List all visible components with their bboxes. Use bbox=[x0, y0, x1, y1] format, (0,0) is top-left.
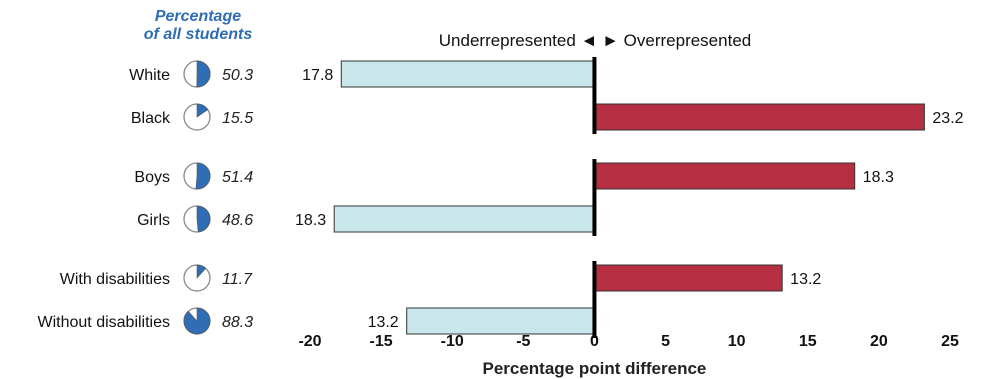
bar-value-label: 18.3 bbox=[863, 169, 894, 186]
difference-bar bbox=[593, 264, 783, 292]
category-label: Girls bbox=[137, 212, 170, 229]
share-value: 11.7 bbox=[222, 271, 253, 288]
difference-bar bbox=[333, 205, 595, 233]
direction-header: Underrepresented ◄ ► Overrepresented bbox=[380, 31, 810, 51]
bar-value-label: 13.2 bbox=[790, 271, 821, 288]
share-value: 51.4 bbox=[222, 169, 253, 186]
category-label: Without disabilities bbox=[38, 314, 171, 331]
category-label: Boys bbox=[134, 169, 170, 186]
share-value: 48.6 bbox=[222, 212, 253, 229]
left-arrow-icon: ◄ bbox=[580, 31, 598, 50]
share-value: 50.3 bbox=[222, 67, 253, 84]
x-tick-label: -10 bbox=[441, 333, 464, 350]
share-header-line-1: Percentage bbox=[154, 8, 242, 25]
bar-value-label: 17.8 bbox=[302, 67, 333, 84]
x-tick-label: 0 bbox=[590, 333, 599, 350]
x-tick-label: 10 bbox=[728, 333, 746, 350]
difference-bar bbox=[406, 307, 595, 335]
bar-value-label: 13.2 bbox=[368, 314, 399, 331]
bar-value-label: 18.3 bbox=[295, 212, 326, 229]
category-label: White bbox=[129, 67, 170, 84]
share-value: 15.5 bbox=[222, 110, 253, 127]
share-value: 88.3 bbox=[222, 314, 253, 331]
x-axis-title: Percentage point difference bbox=[482, 359, 706, 378]
x-tick-label: 25 bbox=[941, 333, 959, 350]
difference-bar bbox=[340, 60, 595, 88]
x-tick-label: -20 bbox=[298, 333, 321, 350]
share-pie-slice bbox=[196, 60, 211, 88]
share-pie-slice bbox=[183, 307, 211, 335]
category-label: Black bbox=[131, 110, 171, 127]
share-header-line-2: of all students bbox=[143, 26, 253, 43]
x-tick-label: 15 bbox=[799, 333, 817, 350]
bar-value-label: 23.2 bbox=[932, 110, 963, 127]
share-header: Percentage of all students bbox=[118, 8, 278, 44]
share-pie-slice bbox=[196, 103, 209, 118]
right-arrow-icon: ► bbox=[602, 31, 619, 50]
overrepresented-label: Overrepresented bbox=[623, 31, 752, 50]
share-pie-slice bbox=[196, 264, 207, 279]
category-label: With disabilities bbox=[60, 271, 170, 288]
difference-bar bbox=[593, 103, 925, 131]
difference-bar bbox=[593, 162, 856, 190]
x-tick-label: 20 bbox=[870, 333, 888, 350]
x-tick-label: 5 bbox=[661, 333, 670, 350]
share-pie-slice bbox=[195, 162, 211, 190]
x-tick-label: -5 bbox=[516, 333, 530, 350]
x-tick-label: -15 bbox=[370, 333, 393, 350]
underrepresented-label: Underrepresented bbox=[438, 31, 576, 50]
share-pie-slice bbox=[196, 205, 211, 233]
